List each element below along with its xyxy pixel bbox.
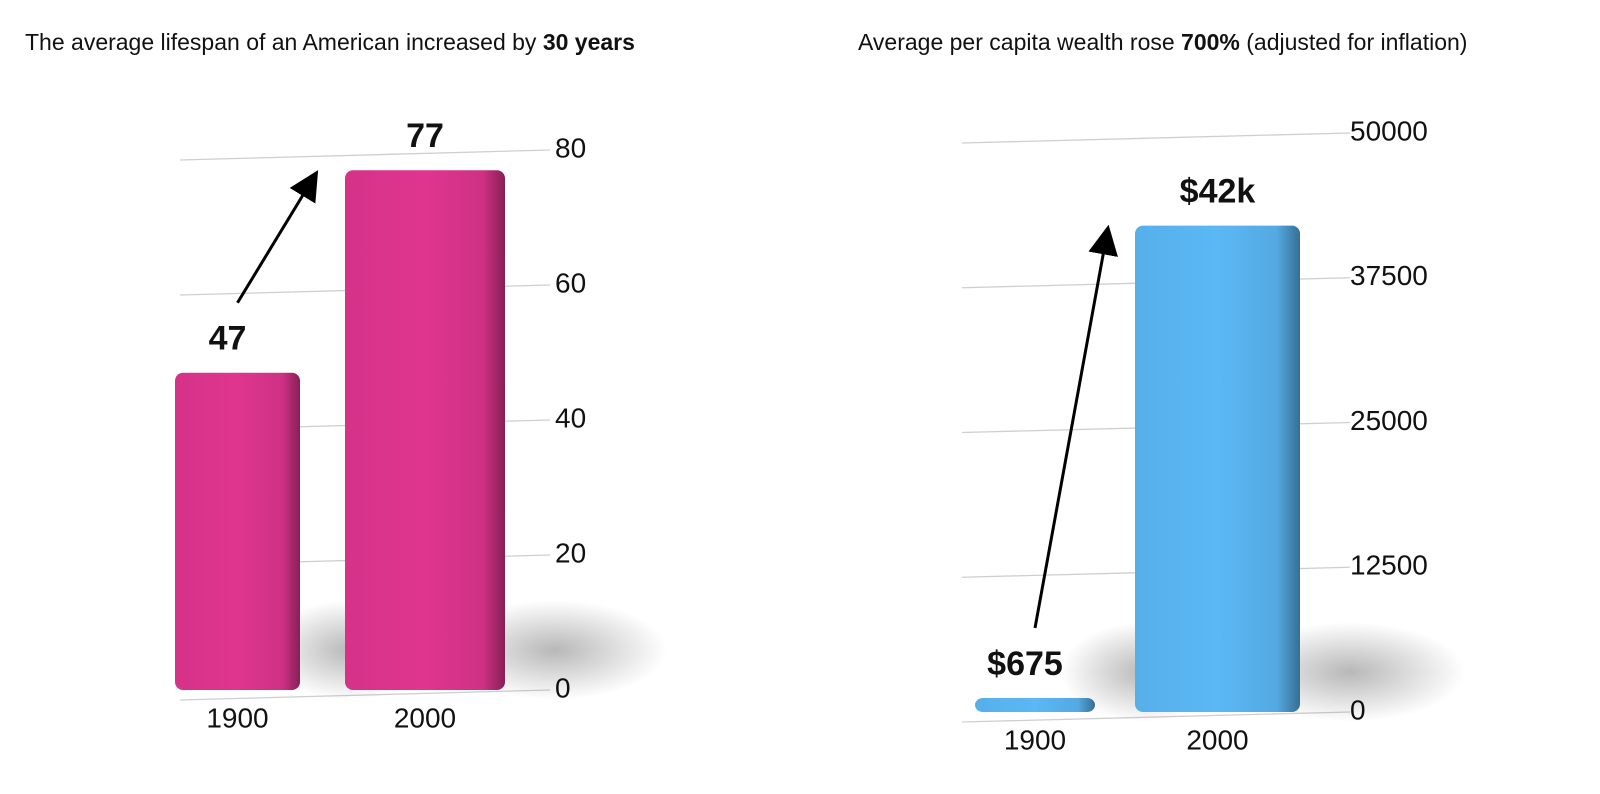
y-tick-label: 40 [555,402,586,433]
chart-title: The average lifespan of an American incr… [25,29,635,55]
bar [175,372,300,690]
grid-line [961,132,1351,144]
chart-title: Average per capita wealth rose 700% (adj… [858,29,1467,55]
value-label: $42k [1180,173,1256,211]
growth-arrow [236,170,319,304]
title-emphasis: 30 years [543,29,635,55]
x-tick-label: 2000 [394,702,456,733]
value-label: $675 [987,645,1063,683]
y-tick-label: 12500 [1350,550,1428,581]
y-tick-label: 50000 [1350,115,1428,146]
x-tick-label: 1900 [206,702,268,733]
y-tick-label: 60 [555,267,586,298]
y-tick-label: 80 [555,132,586,163]
growth-arrow [1033,224,1118,629]
bar [975,698,1095,712]
x-tick-label: 2000 [1186,724,1248,755]
y-tick-label: 20 [555,537,586,568]
bar [1135,225,1300,712]
y-tick-label: 37500 [1350,260,1428,291]
value-label: 77 [406,117,444,155]
title-emphasis: 700% [1181,29,1240,55]
bar [345,170,505,690]
x-tick-label: 1900 [1004,724,1066,755]
y-tick-label: 25000 [1350,405,1428,436]
grid-line [179,149,551,161]
value-label: 47 [209,320,247,358]
